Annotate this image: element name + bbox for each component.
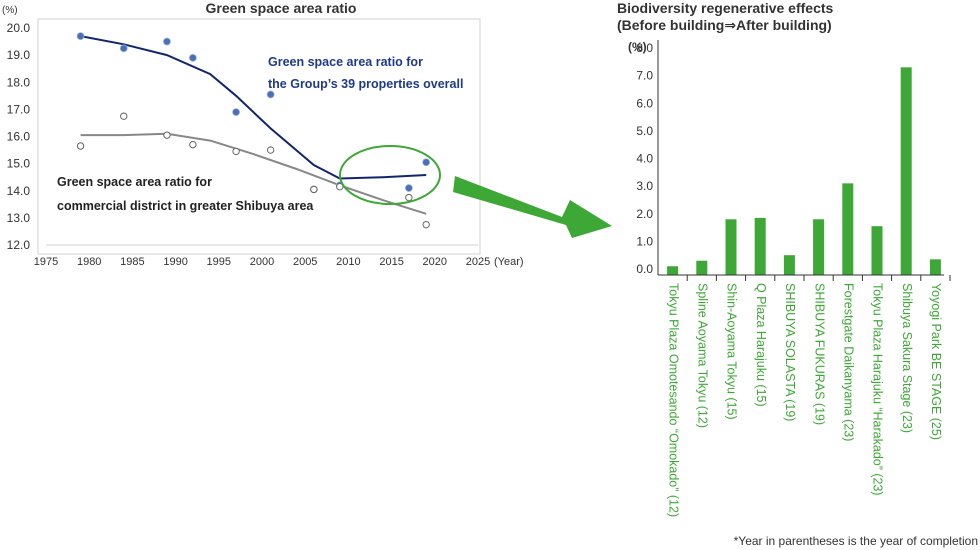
right-y-unit: (%) [628, 40, 647, 54]
data-point-series-1 [76, 32, 85, 41]
transition-arrow [453, 176, 612, 238]
category-label: Tokyu Plaza Harajuku “Harakado” (23) [871, 283, 885, 496]
right-y-tick-label: 0.0 [636, 262, 653, 276]
category-label: Shibuya Sakura Stage (23) [900, 283, 914, 433]
series-2-label: commercial district in greater Shibuya a… [57, 199, 314, 213]
left-x-tick-label: 1990 [163, 256, 187, 268]
data-point-series-1 [404, 184, 413, 192]
data-point-series-1 [422, 158, 431, 167]
left-y-tick-label: 12.0 [7, 238, 31, 252]
left-plot-frame [37, 18, 481, 255]
bar [842, 183, 854, 275]
bar [725, 219, 737, 275]
left-y-tick-label: 17.0 [7, 102, 31, 116]
right-y-tick-label: 2.0 [636, 207, 653, 221]
green-space-chart: Green space area ratio (%) 20.0 19.0 18.0 1… [2, 0, 524, 268]
bar [667, 266, 679, 275]
highlight-ellipse [339, 145, 441, 205]
series-1-label: Green space area ratio for [268, 55, 423, 69]
right-y-tick-label: 4.0 [636, 152, 653, 166]
bar [929, 259, 941, 275]
right-y-tick-label: 7.0 [636, 69, 653, 83]
data-point-series-1 [119, 44, 128, 53]
left-y-tick-label: 13.0 [7, 211, 31, 225]
right-y-tick-label: 3.0 [636, 179, 653, 193]
left-x-tick-label: 1995 [207, 256, 231, 268]
left-x-unit: (Year) [494, 256, 524, 268]
left-chart-title: Green space area ratio [206, 0, 357, 16]
left-x-tick-label: 1980 [77, 256, 101, 268]
bar [696, 260, 708, 275]
category-label: Tokyu Plaza Omotesando “Omokado” (12) [666, 283, 680, 517]
left-x-tick-label: 2010 [336, 256, 360, 268]
right-chart-title-line-2: (Before building⇒After building) [617, 17, 832, 33]
data-point-series-2 [266, 146, 275, 154]
bar [871, 226, 883, 275]
category-label: SHIBUYA SOLASTA (19) [783, 283, 797, 421]
right-y-tick-label: 8.0 [636, 41, 653, 55]
left-y-tick-label: 20.0 [7, 21, 31, 35]
left-x-tick-label: 2005 [293, 256, 317, 268]
series-2-label: Green space area ratio for [57, 175, 212, 189]
right-chart-title-line-1: Biodiversity regenerative effects [617, 0, 834, 16]
bar [754, 217, 766, 275]
left-x-tick-label: 2025 [466, 256, 490, 268]
right-y-tick-label: 5.0 [636, 124, 653, 138]
left-x-tick-label: 2015 [379, 256, 403, 268]
category-label: Q Plaza Harajuku (15) [754, 283, 768, 407]
bar [783, 255, 795, 275]
category-label: Forestgate Daikanyama (23) [842, 283, 856, 441]
trend-line-series-2 [80, 132, 427, 215]
left-y-tick-label: 19.0 [7, 48, 31, 62]
series-1-label: the Group’s 39 properties overall [268, 77, 463, 91]
category-label: SHIBUYA FUKURAS (19) [812, 283, 826, 425]
left-x-tick-label: 2020 [423, 256, 447, 268]
data-point-series-2 [189, 140, 197, 149]
data-point-series-2 [422, 220, 430, 229]
right-y-tick-label: 6.0 [636, 96, 653, 110]
data-point-series-2 [120, 112, 128, 120]
right-y-tick-label: 1.0 [636, 234, 653, 248]
left-y-tick-label: 14.0 [7, 184, 31, 198]
left-y-unit: (%) [2, 5, 18, 16]
left-x-tick-label: 1975 [34, 256, 58, 268]
category-label: Spline Aoyama Tokyu (12) [696, 283, 710, 428]
data-point-series-1 [188, 53, 197, 62]
data-point-series-2 [310, 185, 318, 194]
data-point-series-2 [163, 131, 171, 139]
left-x-tick-label: 1985 [120, 256, 144, 268]
left-x-tick-label: 2000 [250, 256, 274, 268]
category-label: Yoyogi Park BE STAGE (25) [929, 283, 943, 440]
left-y-tick-label: 18.0 [7, 75, 31, 89]
data-point-series-2 [232, 147, 240, 156]
bar [900, 67, 912, 276]
left-y-tick-label: 16.0 [7, 130, 31, 144]
data-point-series-1 [163, 37, 171, 46]
trend-line-series-1 [80, 35, 427, 180]
data-point-series-1 [232, 108, 240, 116]
biodiversity-chart: Biodiversity regenerative effects (Befor… [617, 0, 978, 548]
bar [813, 219, 825, 275]
left-y-tick-label: 15.0 [7, 157, 31, 171]
footnote: *Year in parentheses is the year of comp… [734, 534, 978, 548]
category-label: Shin-Aoyama Tokyu (15) [725, 283, 739, 420]
data-point-series-2 [76, 142, 85, 150]
data-point-series-2 [405, 193, 413, 202]
data-point-series-1 [266, 90, 275, 99]
